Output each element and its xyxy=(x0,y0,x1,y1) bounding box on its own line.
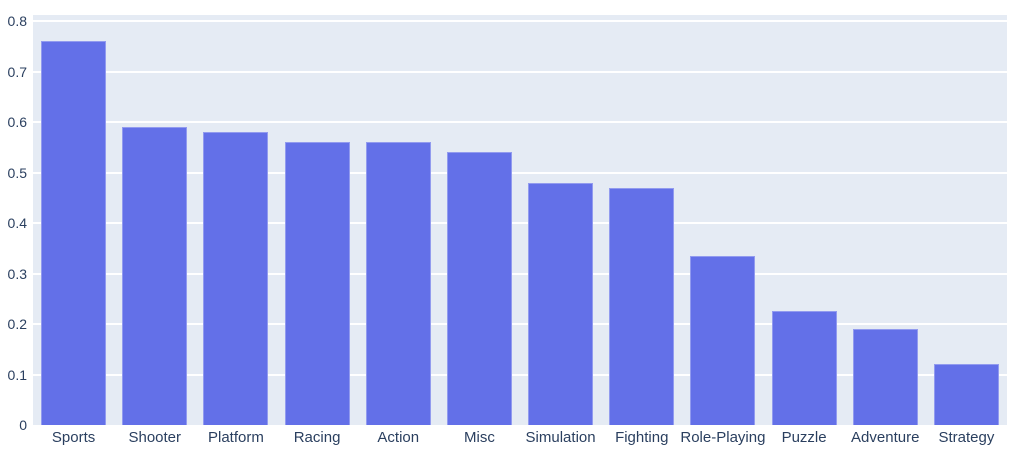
x-axis-tick-label: Platform xyxy=(207,429,264,446)
y-axis-tick-label: 0.2 xyxy=(7,316,27,333)
bar-fighting[interactable] xyxy=(609,187,675,425)
x-axis-tick-label: Shooter xyxy=(128,429,182,446)
y-axis-tick-label: 0.1 xyxy=(7,366,27,383)
y-axis-tick-label: 0.6 xyxy=(7,114,27,131)
y-axis-tick-label: 0.4 xyxy=(7,215,27,232)
gridline xyxy=(33,272,1007,275)
bar-role-playing[interactable] xyxy=(690,255,756,425)
gridline xyxy=(33,373,1007,376)
gridline xyxy=(33,121,1007,124)
x-axis-tick-label: Action xyxy=(377,429,420,446)
bar-sports[interactable] xyxy=(41,41,107,425)
y-axis-tick-label: 0.7 xyxy=(7,63,27,80)
gridline xyxy=(33,70,1007,73)
x-axis-tick-label: Adventure xyxy=(851,429,920,446)
y-axis-tick-label: 0 xyxy=(19,417,27,433)
bar-action[interactable] xyxy=(365,142,431,425)
y-axis: 0 0.1 0.2 0.3 0.4 0.5 0.6 0.7 0.8 xyxy=(0,13,27,432)
x-axis-tick-label: Misc xyxy=(463,429,495,446)
bar-platform[interactable] xyxy=(203,132,269,425)
bar-puzzle[interactable] xyxy=(771,311,837,425)
y-axis-tick-label: 0.5 xyxy=(7,164,27,181)
x-axis-tick-label: Simulation xyxy=(525,429,596,446)
gridline xyxy=(33,171,1007,174)
x-axis-tick-label: Puzzle xyxy=(781,429,827,446)
bar-misc[interactable] xyxy=(446,152,512,425)
x-axis-tick-label: Racing xyxy=(293,429,341,446)
y-axis-tick-label: 0.3 xyxy=(7,265,27,282)
gridline xyxy=(33,20,1007,23)
bar-simulation[interactable] xyxy=(528,182,594,425)
bar-adventure[interactable] xyxy=(852,329,918,425)
plot-area[interactable] xyxy=(33,15,1007,425)
x-axis-tick-label: Fighting xyxy=(615,429,669,446)
bar-strategy[interactable] xyxy=(933,364,999,425)
x-axis: Sports Shooter Platform Racing Action Misc Sim… xyxy=(33,427,1007,458)
x-axis-tick-label: Role-Playing xyxy=(680,429,766,446)
gridline xyxy=(33,323,1007,326)
x-axis-tick-label: Sports xyxy=(51,429,96,446)
bar-shooter[interactable] xyxy=(122,127,188,425)
y-axis-tick-label: 0.8 xyxy=(7,13,27,30)
x-axis-tick-label: Strategy xyxy=(938,429,995,446)
gridline xyxy=(33,222,1007,225)
bar-racing[interactable] xyxy=(284,142,350,425)
